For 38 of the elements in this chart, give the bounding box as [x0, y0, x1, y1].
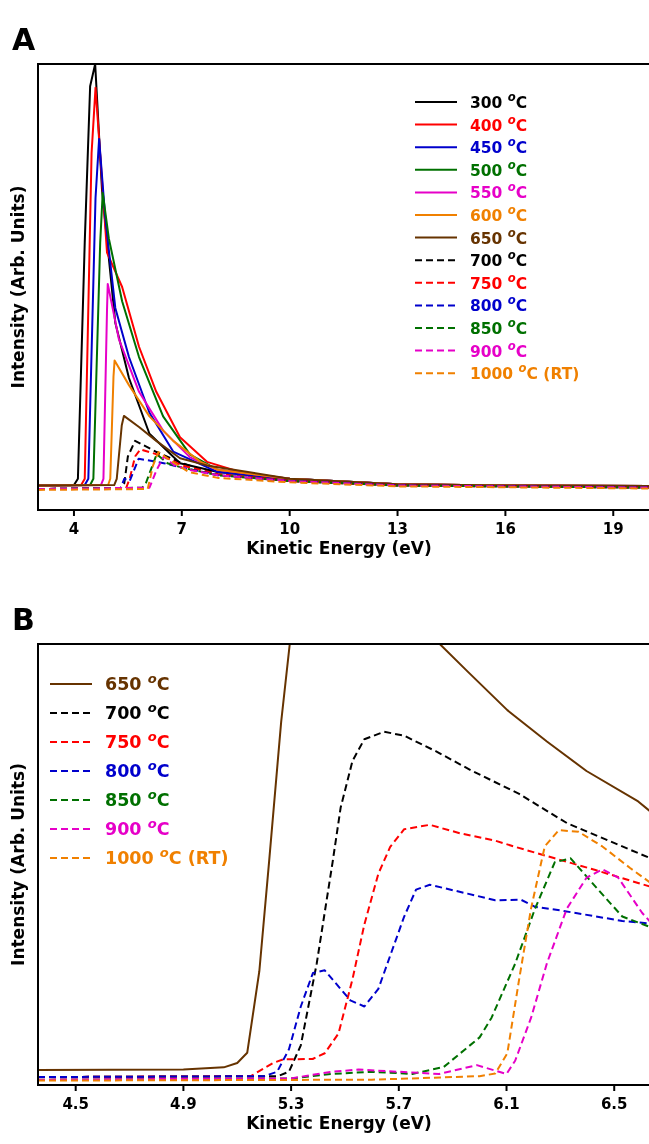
x-tick-label: 4.9 [170, 1095, 197, 1113]
legend-label: 550 $^{o}$C [470, 180, 528, 203]
x-tick-label: 16 [494, 520, 516, 538]
x-axis-title: Kinetic Energy (eV) [246, 1113, 432, 1133]
legend-label: 650 $^{o}$C [105, 670, 170, 694]
x-tick-label: 4.5 [62, 1095, 89, 1113]
legend-label: 1000 $^{o}$C (RT) [105, 844, 229, 868]
x-axis-title: Kinetic Energy (eV) [246, 538, 432, 558]
legend-label: 900 $^{o}$C [105, 815, 170, 839]
legend-label: 650 $^{o}$C [470, 225, 528, 248]
legend-label: 750 $^{o}$C [470, 270, 528, 293]
legend-label: 750 $^{o}$C [105, 728, 170, 752]
x-tick-label: 13 [387, 520, 408, 538]
x-tick-label: 19 [602, 520, 624, 538]
x-tick-label: 7 [176, 520, 188, 538]
chart-title: A [12, 22, 36, 57]
legend-label: 1000 $^{o}$C (RT) [470, 361, 580, 384]
legend-label: 800 $^{o}$C [105, 757, 170, 781]
legend-label: 700 $^{o}$C [105, 699, 170, 723]
y-axis-title: Intensity (Arb. Units) [8, 185, 28, 389]
x-tick-label: 6.1 [493, 1095, 520, 1113]
y-axis-title: Intensity (Arb. Units) [8, 763, 28, 966]
legend-label: 450 $^{o}$C [470, 135, 528, 158]
legend-label: 800 $^{o}$C [470, 293, 528, 316]
legend-label: 850 $^{o}$C [470, 316, 528, 338]
x-tick-label: 6.5 [600, 1095, 628, 1113]
legend-label: 400 $^{o}$C [470, 112, 528, 135]
legend-label: 600 $^{o}$C [470, 203, 528, 225]
chart-title: B [12, 602, 35, 637]
x-tick-label: 10 [279, 520, 301, 538]
legend-label: 850 $^{o}$C [105, 786, 170, 810]
legend-label: 700 $^{o}$C [470, 248, 528, 271]
x-tick-label: 5.3 [277, 1095, 305, 1113]
legend-label: 500 $^{o}$C [470, 157, 528, 180]
x-tick-label: 5.7 [385, 1095, 413, 1113]
x-tick-label: 4 [68, 520, 80, 538]
legend-label: 300 $^{o}$C [470, 90, 528, 112]
legend-label: 900 $^{o}$C [470, 338, 528, 361]
